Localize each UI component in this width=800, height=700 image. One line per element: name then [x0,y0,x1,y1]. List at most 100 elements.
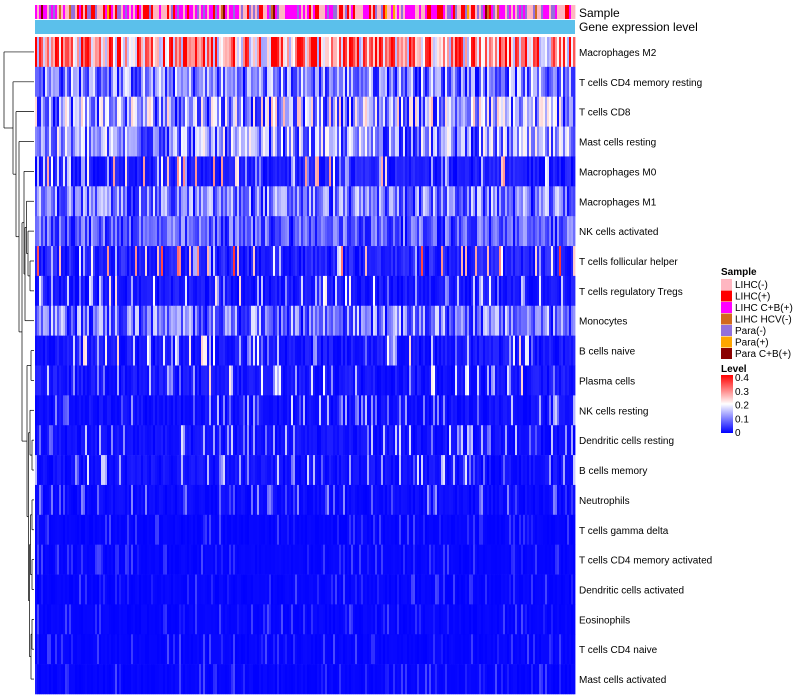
heatmap-cell [43,395,46,426]
heatmap-cell [163,156,166,187]
heatmap-cell [559,365,562,396]
heatmap-cell [487,365,490,396]
heatmap-cell [319,216,322,247]
heatmap-cell [569,514,572,545]
heatmap-cell [47,484,50,516]
heatmap-cell [155,186,158,217]
heatmap-cell [453,37,456,68]
heatmap-cell [317,37,320,68]
heatmap-cell [295,305,298,336]
heatmap-cell [229,37,232,68]
heatmap-cell [403,246,406,277]
heatmap-cell [125,126,128,157]
heatmap-cell [39,425,42,456]
heatmap-cell [257,305,260,336]
heatmap-cell [361,96,364,127]
heatmap-cell [273,305,276,336]
heatmap-cell [537,66,540,98]
heatmap-cell [165,395,168,426]
heatmap-cell [169,246,172,277]
heatmap-cell [187,126,190,157]
heatmap-cell [541,216,544,247]
heatmap-cell [197,305,200,336]
heatmap-cell [301,305,304,336]
heatmap-cell [569,66,572,98]
heatmap-cell [269,66,272,98]
heatmap-cell [531,246,534,277]
heatmap-cell [503,395,506,426]
heatmap-cell [545,365,548,396]
heatmap-cell [459,275,462,307]
heatmap-cell [207,156,210,187]
heatmap-cell [535,305,538,336]
heatmap-cell [443,514,446,545]
heatmap-cell [337,425,340,456]
heatmap-cell [527,246,530,277]
heatmap-cell [525,395,528,426]
heatmap-cell [139,275,142,307]
heatmap-cell [513,305,516,336]
heatmap-cell [475,514,478,545]
heatmap-cell [473,96,476,127]
heatmap-cell [499,365,502,396]
heatmap-cell [501,395,504,426]
heatmap-cell [155,37,158,68]
heatmap-cell [183,484,186,516]
heatmap-cell [289,66,292,98]
heatmap-cell [95,126,98,157]
heatmap-cell [273,186,276,217]
heatmap-cell [79,425,82,456]
heatmap-cell [159,395,162,426]
heatmap-cell [189,37,192,68]
heatmap-cell [363,365,366,396]
heatmap-cell [339,514,342,545]
heatmap-cell [115,216,118,247]
heatmap-cell [65,275,68,307]
heatmap-cell [373,484,376,516]
heatmap-cell [119,126,122,157]
heatmap-cell [99,395,102,426]
heatmap-cell [433,216,436,247]
heatmap-cell [319,156,322,187]
heatmap-cell [207,484,210,516]
heatmap-cell [391,275,394,307]
heatmap-cell [553,37,556,68]
heatmap-cell [303,484,306,516]
heatmap-cell [569,484,572,516]
heatmap-cell [417,66,420,98]
heatmap-cell [171,455,174,486]
heatmap-cell [511,186,514,217]
heatmap-cell [239,455,242,486]
heatmap-cell [251,484,254,516]
heatmap-cell [297,484,300,516]
heatmap-cell [539,514,542,545]
heatmap-cell [217,275,220,307]
sample-annotation-cell [49,5,52,19]
heatmap-cell [129,484,132,516]
heatmap-cell [389,216,392,247]
heatmap-cell [119,425,122,456]
heatmap-cell [455,455,458,486]
heatmap-cell [165,246,168,277]
heatmap-cell [187,455,190,486]
heatmap-cell [545,335,548,366]
heatmap-cell [509,156,512,187]
heatmap-cell [313,37,316,68]
heatmap-cell [485,455,488,486]
heatmap-cell [389,156,392,187]
heatmap-cell [403,365,406,396]
heatmap-cell [207,335,210,366]
heatmap-cell [427,246,430,277]
heatmap-cell [159,126,162,157]
heatmap-cell [495,96,498,127]
heatmap-cell [565,66,568,98]
heatmap-cell [49,275,52,307]
heatmap-cell [413,365,416,396]
heatmap-cell [511,216,514,247]
heatmap-cell [343,395,346,426]
heatmap-cell [203,156,206,187]
heatmap-cell [491,66,494,98]
heatmap-cell [67,305,70,336]
heatmap-cell [527,66,530,98]
heatmap-cell [275,37,278,68]
